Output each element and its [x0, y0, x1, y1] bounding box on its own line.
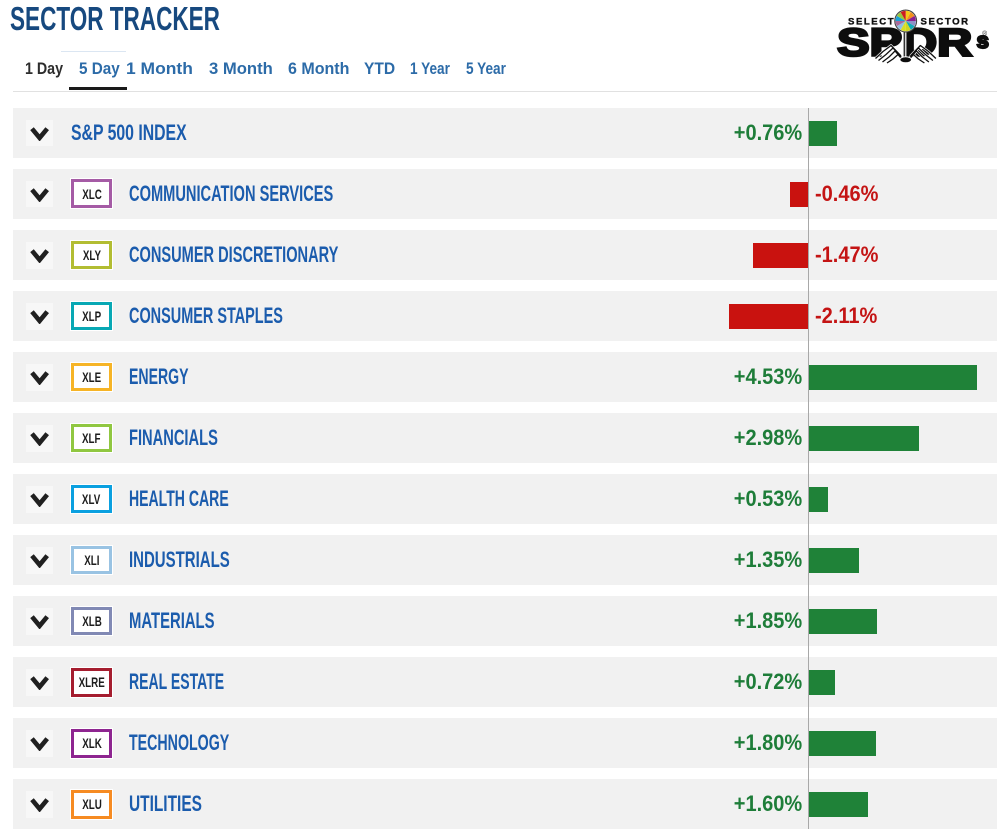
svg-text:s: s — [977, 28, 989, 53]
svg-text:®: ® — [982, 30, 987, 38]
svg-text:SECTOR: SECTOR — [921, 16, 970, 27]
svg-text:SELECT: SELECT — [848, 16, 895, 27]
